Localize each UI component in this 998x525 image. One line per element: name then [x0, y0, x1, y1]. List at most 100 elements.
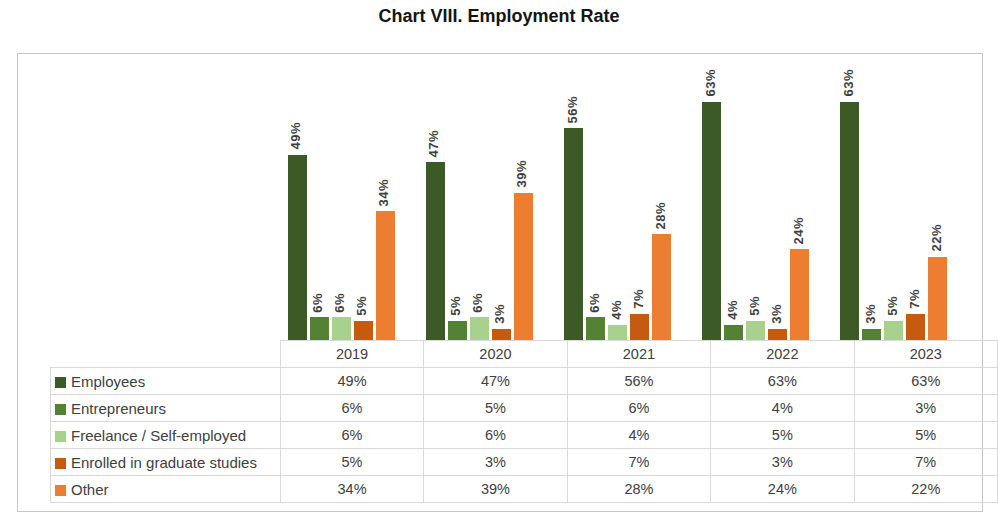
table-row-other: Other 34%39%28%24%22%: [51, 476, 998, 503]
bar-label-employees-2019: 49%: [288, 122, 303, 150]
chart-screenshot: Chart VIII. Employment Rate 49%6%6%5%34%…: [0, 0, 998, 525]
value-cell-enrolled-in-graduate-studies-2019: 5%: [280, 449, 423, 476]
bar-entrepreneurs-2022: [724, 325, 743, 340]
corner-cell: [51, 341, 281, 368]
year-header-cell: 2023: [854, 341, 997, 368]
value-cell-entrepreneurs-2022: 4%: [711, 395, 854, 422]
value-cell-enrolled-in-graduate-studies-2021: 7%: [567, 449, 710, 476]
legend-cell-employees: Employees: [51, 368, 281, 395]
bar-label-other-2019: 34%: [376, 179, 391, 207]
table-row-enrolled-in-graduate-studies: Enrolled in graduate studies5%3%7%3%7%: [51, 449, 998, 476]
value-cell-enrolled-in-graduate-studies-2020: 3%: [424, 449, 567, 476]
bar-label-entrepreneurs-2023: 3%: [863, 304, 878, 324]
value-cell-employees-2020: 47%: [424, 368, 567, 395]
table-header-row: 20192020202120222023: [51, 341, 998, 368]
value-cell-entrepreneurs-2023: 3%: [854, 395, 997, 422]
year-header-cell: 2019: [280, 341, 423, 368]
bar-label-enrolled-in-graduate-studies-2019: 5%: [354, 296, 369, 316]
bar-enrolled-in-graduate-studies-2019: [354, 321, 373, 340]
bar-other-2020: [514, 193, 533, 340]
bar-label-enrolled-in-graduate-studies-2021: 7%: [631, 289, 646, 309]
bar-entrepreneurs-2020: [448, 321, 467, 340]
legend-cell-enrolled-in-graduate-studies: Enrolled in graduate studies: [51, 449, 281, 476]
bar-label-freelance-self-employed-2019: 6%: [332, 293, 347, 313]
bar-entrepreneurs-2023: [862, 329, 881, 340]
bar-label-other-2022: 24%: [791, 217, 806, 245]
legend-label: Freelance / Self-employed: [71, 427, 246, 444]
value-cell-enrolled-in-graduate-studies-2023: 7%: [854, 449, 997, 476]
bar-freelance-self-employed-2021: [608, 325, 627, 340]
bar-label-freelance-self-employed-2020: 6%: [470, 293, 485, 313]
value-cell-freelance-self-employed-2020: 6%: [424, 422, 567, 449]
legend-cell-freelance-self-employed: Freelance / Self-employed: [51, 422, 281, 449]
bar-label-employees-2023: 63%: [841, 69, 856, 97]
legend-label: Entrepreneurs: [71, 400, 166, 417]
value-cell-entrepreneurs-2021: 6%: [567, 395, 710, 422]
bar-employees-2020: [426, 162, 445, 340]
value-cell-other-2020: 39%: [424, 476, 567, 503]
legend-cell-other: Other: [51, 476, 281, 503]
bar-label-enrolled-in-graduate-studies-2020: 3%: [492, 304, 507, 324]
value-cell-entrepreneurs-2019: 6%: [280, 395, 423, 422]
bar-label-entrepreneurs-2019: 6%: [310, 293, 325, 313]
legend-swatch-icon: [55, 485, 66, 496]
legend-label: Employees: [71, 373, 145, 390]
table-row-entrepreneurs: Entrepreneurs6%5%6%4%3%: [51, 395, 998, 422]
bar-entrepreneurs-2019: [310, 317, 329, 340]
value-cell-employees-2019: 49%: [280, 368, 423, 395]
bar-freelance-self-employed-2022: [746, 321, 765, 340]
legend-label: Other: [71, 481, 109, 498]
value-cell-other-2019: 34%: [280, 476, 423, 503]
bar-other-2022: [790, 249, 809, 340]
bar-label-enrolled-in-graduate-studies-2022: 3%: [769, 304, 784, 324]
bar-label-other-2023: 22%: [929, 224, 944, 252]
bar-freelance-self-employed-2023: [884, 321, 903, 340]
bar-employees-2019: [288, 155, 307, 340]
bar-label-employees-2020: 47%: [426, 130, 441, 158]
value-cell-employees-2021: 56%: [567, 368, 710, 395]
bar-employees-2023: [840, 102, 859, 340]
value-cell-freelance-self-employed-2019: 6%: [280, 422, 423, 449]
bar-other-2023: [928, 257, 947, 340]
bar-enrolled-in-graduate-studies-2020: [492, 329, 511, 340]
bar-label-entrepreneurs-2021: 6%: [587, 293, 602, 313]
table-row-freelance-self-employed: Freelance / Self-employed6%6%4%5%5%: [51, 422, 998, 449]
value-cell-freelance-self-employed-2022: 5%: [711, 422, 854, 449]
bar-label-employees-2022: 63%: [703, 69, 718, 97]
year-header-cell: 2021: [567, 341, 710, 368]
year-header-cell: 2022: [711, 341, 854, 368]
bar-label-freelance-self-employed-2021: 4%: [609, 300, 624, 320]
bar-label-employees-2021: 56%: [565, 96, 580, 124]
bar-label-freelance-self-employed-2023: 5%: [885, 296, 900, 316]
bar-enrolled-in-graduate-studies-2023: [906, 314, 925, 340]
bar-other-2019: [376, 211, 395, 340]
bar-other-2021: [652, 234, 671, 340]
bar-employees-2022: [702, 102, 721, 340]
bar-freelance-self-employed-2020: [470, 317, 489, 340]
bar-employees-2021: [564, 128, 583, 340]
bar-freelance-self-employed-2019: [332, 317, 351, 340]
value-cell-other-2021: 28%: [567, 476, 710, 503]
value-cell-other-2023: 22%: [854, 476, 997, 503]
legend-swatch-icon: [55, 404, 66, 415]
value-cell-freelance-self-employed-2021: 4%: [567, 422, 710, 449]
value-cell-freelance-self-employed-2023: 5%: [854, 422, 997, 449]
value-cell-enrolled-in-graduate-studies-2022: 3%: [711, 449, 854, 476]
bar-label-entrepreneurs-2022: 4%: [725, 300, 740, 320]
value-cell-employees-2023: 63%: [854, 368, 997, 395]
bar-label-other-2020: 39%: [514, 160, 529, 188]
value-cell-other-2022: 24%: [711, 476, 854, 503]
table-row-employees: Employees49%47%56%63%63%: [51, 368, 998, 395]
bar-entrepreneurs-2021: [586, 317, 605, 340]
legend-swatch-icon: [55, 431, 66, 442]
bar-enrolled-in-graduate-studies-2022: [768, 329, 787, 340]
legend-cell-entrepreneurs: Entrepreneurs: [51, 395, 281, 422]
legend-label: Enrolled in graduate studies: [71, 454, 257, 471]
bar-label-enrolled-in-graduate-studies-2023: 7%: [907, 289, 922, 309]
year-header-cell: 2020: [424, 341, 567, 368]
legend-swatch-icon: [55, 377, 66, 388]
bar-enrolled-in-graduate-studies-2021: [630, 314, 649, 340]
bar-label-entrepreneurs-2020: 5%: [448, 296, 463, 316]
bar-label-other-2021: 28%: [653, 202, 668, 230]
legend-swatch-icon: [55, 458, 66, 469]
